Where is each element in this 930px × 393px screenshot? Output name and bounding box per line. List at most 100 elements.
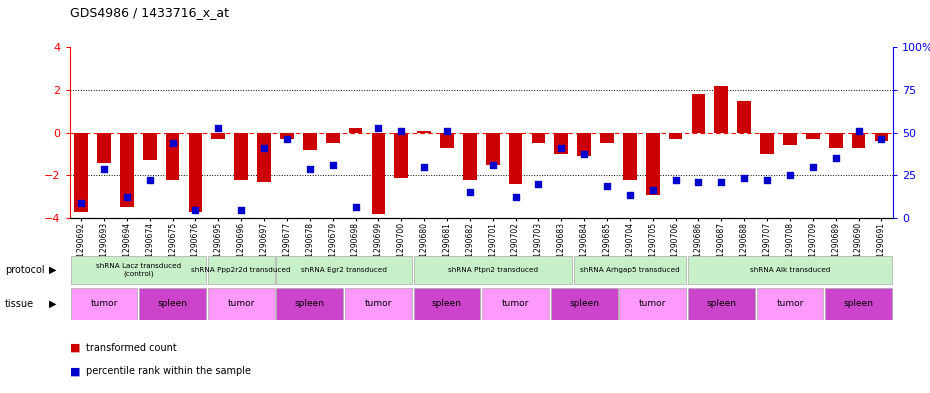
Bar [276, 256, 412, 285]
Bar [688, 256, 892, 285]
Bar [394, 133, 408, 178]
Bar [554, 133, 568, 154]
Point [691, 179, 706, 185]
Bar [669, 133, 683, 139]
Point [233, 206, 248, 213]
Point [485, 162, 500, 168]
Point [280, 136, 295, 142]
Bar [619, 288, 686, 320]
Text: protocol: protocol [5, 265, 45, 275]
Point [97, 166, 112, 172]
Bar [509, 133, 523, 184]
Bar [71, 256, 206, 285]
Bar [806, 133, 819, 139]
Bar [303, 133, 316, 150]
Text: spleen: spleen [295, 299, 325, 309]
Point [371, 125, 386, 132]
Text: tumor: tumor [228, 299, 255, 309]
Point [462, 189, 477, 196]
Text: shRNA Ppp2r2d transduced: shRNA Ppp2r2d transduced [192, 267, 291, 273]
Point [782, 172, 797, 178]
Point [417, 164, 432, 170]
Bar [482, 288, 549, 320]
Bar [207, 288, 274, 320]
Bar [71, 288, 138, 320]
Bar [574, 256, 686, 285]
Bar [829, 133, 843, 148]
Point [166, 140, 180, 147]
Text: ■: ■ [70, 343, 80, 353]
Bar [414, 256, 572, 285]
Point [348, 204, 363, 211]
Bar [418, 130, 431, 133]
Text: spleen: spleen [157, 299, 188, 309]
Text: spleen: spleen [706, 299, 737, 309]
Text: tissue: tissue [5, 299, 33, 309]
Bar [120, 133, 134, 208]
Point [577, 151, 591, 157]
Point [851, 127, 866, 134]
Point [440, 127, 455, 134]
Point [73, 200, 88, 206]
Bar [756, 288, 823, 320]
Bar [234, 133, 248, 180]
Point [805, 164, 820, 170]
Bar [688, 288, 755, 320]
Bar [645, 133, 659, 195]
Bar [371, 133, 385, 214]
Point [714, 179, 729, 185]
Text: transformed count: transformed count [86, 343, 178, 353]
Bar [714, 86, 728, 133]
Text: ■: ■ [70, 366, 80, 376]
Point [326, 162, 340, 168]
Bar [326, 133, 339, 143]
Point [393, 127, 408, 134]
Bar [345, 288, 412, 320]
Point [302, 166, 317, 172]
Bar [825, 288, 892, 320]
Text: shRNA Lacz transduced
(control): shRNA Lacz transduced (control) [96, 263, 181, 277]
Bar [258, 133, 271, 182]
Point [760, 176, 775, 183]
Text: ▶: ▶ [49, 299, 57, 309]
Text: shRNA Alk transduced: shRNA Alk transduced [750, 267, 830, 273]
Text: spleen: spleen [844, 299, 873, 309]
Bar [485, 133, 499, 165]
Text: shRNA Ptpn2 transduced: shRNA Ptpn2 transduced [447, 267, 538, 273]
Point [554, 145, 569, 151]
Bar [737, 101, 751, 133]
Point [531, 181, 546, 187]
Text: tumor: tumor [365, 299, 392, 309]
Text: spleen: spleen [432, 299, 462, 309]
Text: tumor: tumor [777, 299, 804, 309]
Point [829, 155, 844, 162]
Point [257, 145, 272, 151]
Point [622, 191, 637, 198]
Bar [140, 288, 206, 320]
Bar [874, 133, 888, 141]
Bar [600, 133, 614, 143]
Bar [280, 133, 294, 139]
Point [874, 136, 889, 142]
Point [142, 176, 157, 183]
Bar [143, 133, 156, 160]
Bar [211, 133, 225, 139]
Bar [852, 133, 865, 148]
Bar [760, 133, 774, 154]
Bar [74, 133, 88, 212]
Point [211, 125, 226, 132]
Text: shRNA Arhgap5 transduced: shRNA Arhgap5 transduced [580, 267, 680, 273]
Bar [207, 256, 274, 285]
Text: tumor: tumor [639, 299, 667, 309]
Bar [349, 129, 363, 133]
Bar [783, 133, 797, 145]
Text: shRNA Egr2 transduced: shRNA Egr2 transduced [301, 267, 387, 273]
Text: tumor: tumor [502, 299, 529, 309]
Point [737, 174, 751, 181]
Point [119, 194, 134, 200]
Point [600, 183, 615, 189]
Point [188, 206, 203, 213]
Bar [532, 133, 545, 143]
Point [508, 194, 523, 200]
Text: GDS4986 / 1433716_x_at: GDS4986 / 1433716_x_at [70, 6, 229, 19]
